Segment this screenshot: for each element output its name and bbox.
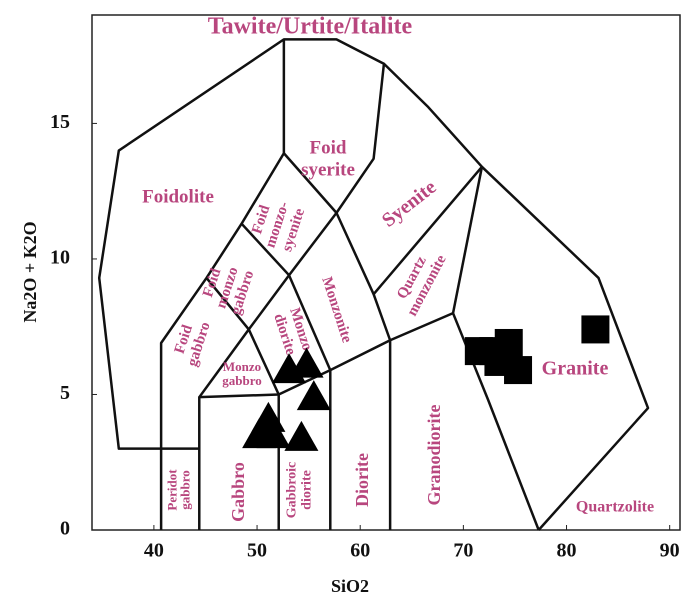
field-label: Monzonite xyxy=(318,275,354,345)
field-boundary xyxy=(451,166,484,314)
field-label: Quartzolite xyxy=(576,499,654,516)
plot-frame xyxy=(91,14,681,531)
field-label-line: Syenite xyxy=(378,176,441,232)
square-point xyxy=(504,356,533,385)
field-label: Gabbro xyxy=(228,462,248,522)
x-tick-label: 40 xyxy=(144,540,164,562)
x-axis-label: SiO2 xyxy=(331,576,369,596)
field-label-line: Peridot xyxy=(164,469,179,511)
field-boundary xyxy=(159,39,286,530)
y-tick-label: 15 xyxy=(50,111,70,133)
field-label-line: Gabbro xyxy=(228,462,248,522)
field-boundary xyxy=(287,274,332,371)
field-label: Gabbroic diorite xyxy=(285,462,315,519)
triangle-point xyxy=(289,347,324,378)
field-label-line: gabbro xyxy=(222,373,262,388)
field-label: Granodiorite xyxy=(424,405,444,506)
field-label-line: Monzonite xyxy=(318,275,354,345)
y-tick-label: 10 xyxy=(50,247,70,269)
field-label-line: gabbro xyxy=(177,470,192,510)
square-point xyxy=(581,315,610,344)
field-label-line: syerite xyxy=(301,159,355,180)
chart-title: Tawite/Urtite/Italite xyxy=(208,14,413,40)
y-tick-label: 0 xyxy=(60,518,70,540)
field-label-line: Granodiorite xyxy=(424,405,444,506)
triangle-point xyxy=(284,420,319,451)
x-tick-label: 50 xyxy=(247,540,267,562)
field-label: Syenite xyxy=(378,176,441,232)
field-label: Diorite xyxy=(352,453,372,507)
field-label-line: Foid xyxy=(310,137,347,158)
x-tick-label: 90 xyxy=(660,540,680,562)
x-tick-label: 70 xyxy=(453,540,473,562)
field-label-line: Foidolite xyxy=(142,186,214,207)
field-label-line: diorite xyxy=(300,470,315,510)
field-boundary xyxy=(198,328,250,398)
field-boundary xyxy=(282,63,386,215)
field-label: Foidolite xyxy=(142,186,214,207)
triangle-point xyxy=(296,380,331,411)
x-tick-label: 80 xyxy=(557,540,577,562)
field-label: Granite xyxy=(542,358,609,380)
x-tick-label: 60 xyxy=(350,540,370,562)
field-boundary xyxy=(451,312,540,531)
field-boundary xyxy=(372,165,483,295)
field-label-line: Gabbroic xyxy=(285,462,300,519)
field-label-line: Diorite xyxy=(352,453,372,507)
field-boundary xyxy=(97,38,650,531)
field-label-line: Granite xyxy=(542,358,609,380)
field-label-line: Quartzolite xyxy=(576,499,654,516)
y-tick-label: 5 xyxy=(60,382,70,404)
field-label-line: Monzo xyxy=(223,359,261,374)
field-boundary xyxy=(240,222,290,277)
triangle-point xyxy=(256,418,291,449)
y-axis-label: Na2O + K2O xyxy=(20,221,40,322)
